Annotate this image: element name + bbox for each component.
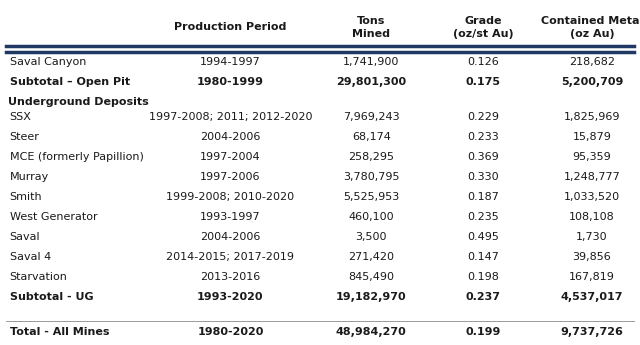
Text: 845,490: 845,490: [348, 272, 394, 282]
Text: 0.147: 0.147: [467, 252, 499, 262]
Text: Smith: Smith: [10, 192, 42, 202]
Text: Total - All Mines: Total - All Mines: [10, 327, 109, 337]
Text: 1,248,777: 1,248,777: [564, 172, 620, 182]
Text: 9,737,726: 9,737,726: [561, 327, 623, 337]
Text: 4,537,017: 4,537,017: [561, 292, 623, 302]
Text: Production Period: Production Period: [174, 22, 287, 32]
Text: 108,108: 108,108: [569, 212, 615, 222]
Text: 2004-2006: 2004-2006: [200, 232, 260, 242]
Text: 2013-2016: 2013-2016: [200, 272, 260, 282]
Text: 2014-2015; 2017-2019: 2014-2015; 2017-2019: [166, 252, 294, 262]
Text: Saval: Saval: [10, 232, 40, 242]
Text: Murray: Murray: [10, 172, 49, 182]
Text: 1980-2020: 1980-2020: [197, 327, 264, 337]
Text: Tons
Mined: Tons Mined: [352, 16, 390, 39]
Text: 29,801,300: 29,801,300: [336, 77, 406, 87]
Text: 258,295: 258,295: [348, 152, 394, 162]
Text: 15,879: 15,879: [573, 132, 611, 142]
Text: 1999-2008; 2010-2020: 1999-2008; 2010-2020: [166, 192, 294, 202]
Text: 3,500: 3,500: [355, 232, 387, 242]
Text: 2004-2006: 2004-2006: [200, 132, 260, 142]
Text: 5,200,709: 5,200,709: [561, 77, 623, 87]
Text: Grade
(oz/st Au): Grade (oz/st Au): [453, 16, 513, 39]
Text: Subtotal - UG: Subtotal - UG: [10, 292, 93, 302]
Text: 460,100: 460,100: [348, 212, 394, 222]
Text: Subtotal – Open Pit: Subtotal – Open Pit: [10, 77, 130, 87]
Text: 1980-1999: 1980-1999: [197, 77, 264, 87]
Text: 68,174: 68,174: [352, 132, 390, 142]
Text: 0.187: 0.187: [467, 192, 499, 202]
Text: 271,420: 271,420: [348, 252, 394, 262]
Text: 1997-2004: 1997-2004: [200, 152, 260, 162]
Text: 0.126: 0.126: [467, 57, 499, 67]
Text: 0.330: 0.330: [467, 172, 499, 182]
Text: 1997-2008; 2011; 2012-2020: 1997-2008; 2011; 2012-2020: [148, 112, 312, 122]
Text: 39,856: 39,856: [573, 252, 611, 262]
Text: 0.235: 0.235: [467, 212, 499, 222]
Text: 1993-2020: 1993-2020: [197, 292, 264, 302]
Text: Starvation: Starvation: [10, 272, 67, 282]
Text: SSX: SSX: [10, 112, 31, 122]
Text: 218,682: 218,682: [569, 57, 615, 67]
Text: 95,359: 95,359: [573, 152, 611, 162]
Text: 0.229: 0.229: [467, 112, 499, 122]
Text: 1,033,520: 1,033,520: [564, 192, 620, 202]
Text: Contained Metal
(oz Au): Contained Metal (oz Au): [541, 16, 640, 39]
Text: Saval 4: Saval 4: [10, 252, 51, 262]
Text: 1,825,969: 1,825,969: [564, 112, 620, 122]
Text: West Generator: West Generator: [10, 212, 97, 222]
Text: 1993-1997: 1993-1997: [200, 212, 260, 222]
Text: 19,182,970: 19,182,970: [336, 292, 406, 302]
Text: 0.237: 0.237: [466, 292, 500, 302]
Text: 0.175: 0.175: [466, 77, 500, 87]
Text: 7,969,243: 7,969,243: [343, 112, 399, 122]
Text: 0.233: 0.233: [467, 132, 499, 142]
Text: 1,730: 1,730: [576, 232, 608, 242]
Text: 167,819: 167,819: [569, 272, 615, 282]
Text: 5,525,953: 5,525,953: [343, 192, 399, 202]
Text: 0.199: 0.199: [465, 327, 501, 337]
Text: Steer: Steer: [10, 132, 40, 142]
Text: 0.369: 0.369: [467, 152, 499, 162]
Text: MCE (formerly Papillion): MCE (formerly Papillion): [10, 152, 143, 162]
Text: 1,741,900: 1,741,900: [343, 57, 399, 67]
Text: Underground Deposits: Underground Deposits: [8, 97, 149, 107]
Text: 48,984,270: 48,984,270: [336, 327, 406, 337]
Text: 0.495: 0.495: [467, 232, 499, 242]
Text: 0.198: 0.198: [467, 272, 499, 282]
Text: 1997-2006: 1997-2006: [200, 172, 260, 182]
Text: 3,780,795: 3,780,795: [343, 172, 399, 182]
Text: Saval Canyon: Saval Canyon: [10, 57, 86, 67]
Text: 1994-1997: 1994-1997: [200, 57, 260, 67]
